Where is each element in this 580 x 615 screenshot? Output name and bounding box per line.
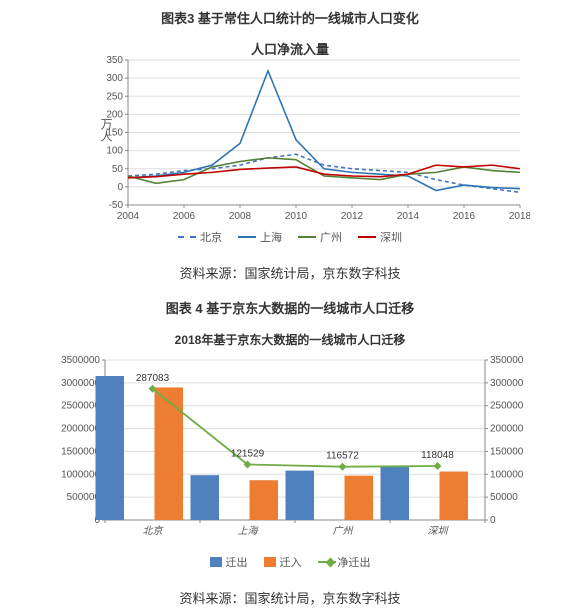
svg-text:3500000: 3500000 — [61, 355, 100, 366]
svg-text:2000000: 2000000 — [61, 424, 100, 435]
line-chart-legend: 北京上海广州深圳 — [0, 225, 580, 255]
legend-item: 净迁出 — [318, 554, 371, 570]
svg-text:300000: 300000 — [490, 378, 524, 389]
svg-text:350000: 350000 — [490, 355, 524, 366]
svg-text:2500000: 2500000 — [61, 401, 100, 412]
svg-text:300: 300 — [106, 73, 123, 84]
svg-text:2018: 2018 — [509, 211, 530, 222]
svg-text:上海: 上海 — [238, 525, 260, 537]
svg-text:2006: 2006 — [173, 211, 196, 222]
chart-inner-title: 人口净流入量 — [50, 39, 530, 58]
legend-item: 北京 — [178, 229, 222, 245]
svg-text:287083: 287083 — [136, 373, 170, 384]
svg-text:150000: 150000 — [490, 446, 524, 457]
svg-text:50: 50 — [112, 164, 124, 175]
svg-text:200000: 200000 — [490, 424, 524, 435]
svg-text:0: 0 — [490, 515, 496, 526]
figure-4-title: 图表 4 基于京东大数据的一线城市人口迁移 — [0, 290, 580, 325]
svg-text:100: 100 — [106, 146, 123, 157]
svg-text:100000: 100000 — [490, 469, 524, 480]
figure-4-source: 资料来源：国家统计局，京东数字科技 — [0, 580, 580, 615]
line-chart-container: 万人 人口净流入量 -50050100150200250300350200420… — [50, 35, 530, 225]
line-chart-svg: -500501001502002503003502004200620082010… — [50, 35, 530, 225]
y-axis-label: 万人 — [98, 118, 115, 142]
svg-text:2004: 2004 — [117, 211, 140, 222]
svg-text:深圳: 深圳 — [428, 525, 450, 537]
svg-text:0: 0 — [117, 182, 123, 193]
figure-3-title: 图表3 基于常住人口统计的一线城市人口变化 — [0, 0, 580, 35]
svg-text:121529: 121529 — [231, 448, 265, 459]
legend-item: 广州 — [298, 229, 342, 245]
svg-text:北京: 北京 — [143, 525, 165, 537]
svg-text:250: 250 — [106, 91, 123, 102]
figure-3-source: 资料来源：国家统计局，京东数字科技 — [0, 255, 580, 290]
svg-text:1000000: 1000000 — [61, 469, 100, 480]
svg-text:2014: 2014 — [397, 211, 420, 222]
svg-text:250000: 250000 — [490, 401, 524, 412]
bar-chart-svg: 0 500000 1000000 1500000 2000000 2500000 30000… — [35, 350, 545, 550]
svg-text:2008: 2008 — [229, 211, 252, 222]
svg-text:50000: 50000 — [490, 492, 518, 503]
svg-text:广州: 广州 — [333, 525, 355, 537]
bar-chart-legend: 迁出迁入净迁出 — [0, 550, 580, 580]
svg-text:2010: 2010 — [285, 211, 308, 222]
svg-text:118048: 118048 — [421, 450, 454, 461]
bar-chart-inner-title: 2018年基于京东大数据的一线城市人口迁移 — [35, 325, 545, 350]
bar-chart-container: 2018年基于京东大数据的一线城市人口迁移 0 500000 1000000 1500… — [35, 325, 545, 550]
svg-text:2016: 2016 — [453, 211, 476, 222]
legend-item: 上海 — [238, 229, 282, 245]
svg-text:-50: -50 — [109, 200, 124, 211]
legend-item: 深圳 — [358, 229, 402, 245]
svg-text:1500000: 1500000 — [61, 446, 100, 457]
svg-text:2012: 2012 — [341, 211, 364, 222]
svg-text:116572: 116572 — [326, 451, 359, 462]
svg-text:500000: 500000 — [67, 492, 101, 503]
legend-item: 迁出 — [210, 554, 248, 570]
legend-item: 迁入 — [264, 554, 302, 570]
svg-text:3000000: 3000000 — [61, 378, 100, 389]
